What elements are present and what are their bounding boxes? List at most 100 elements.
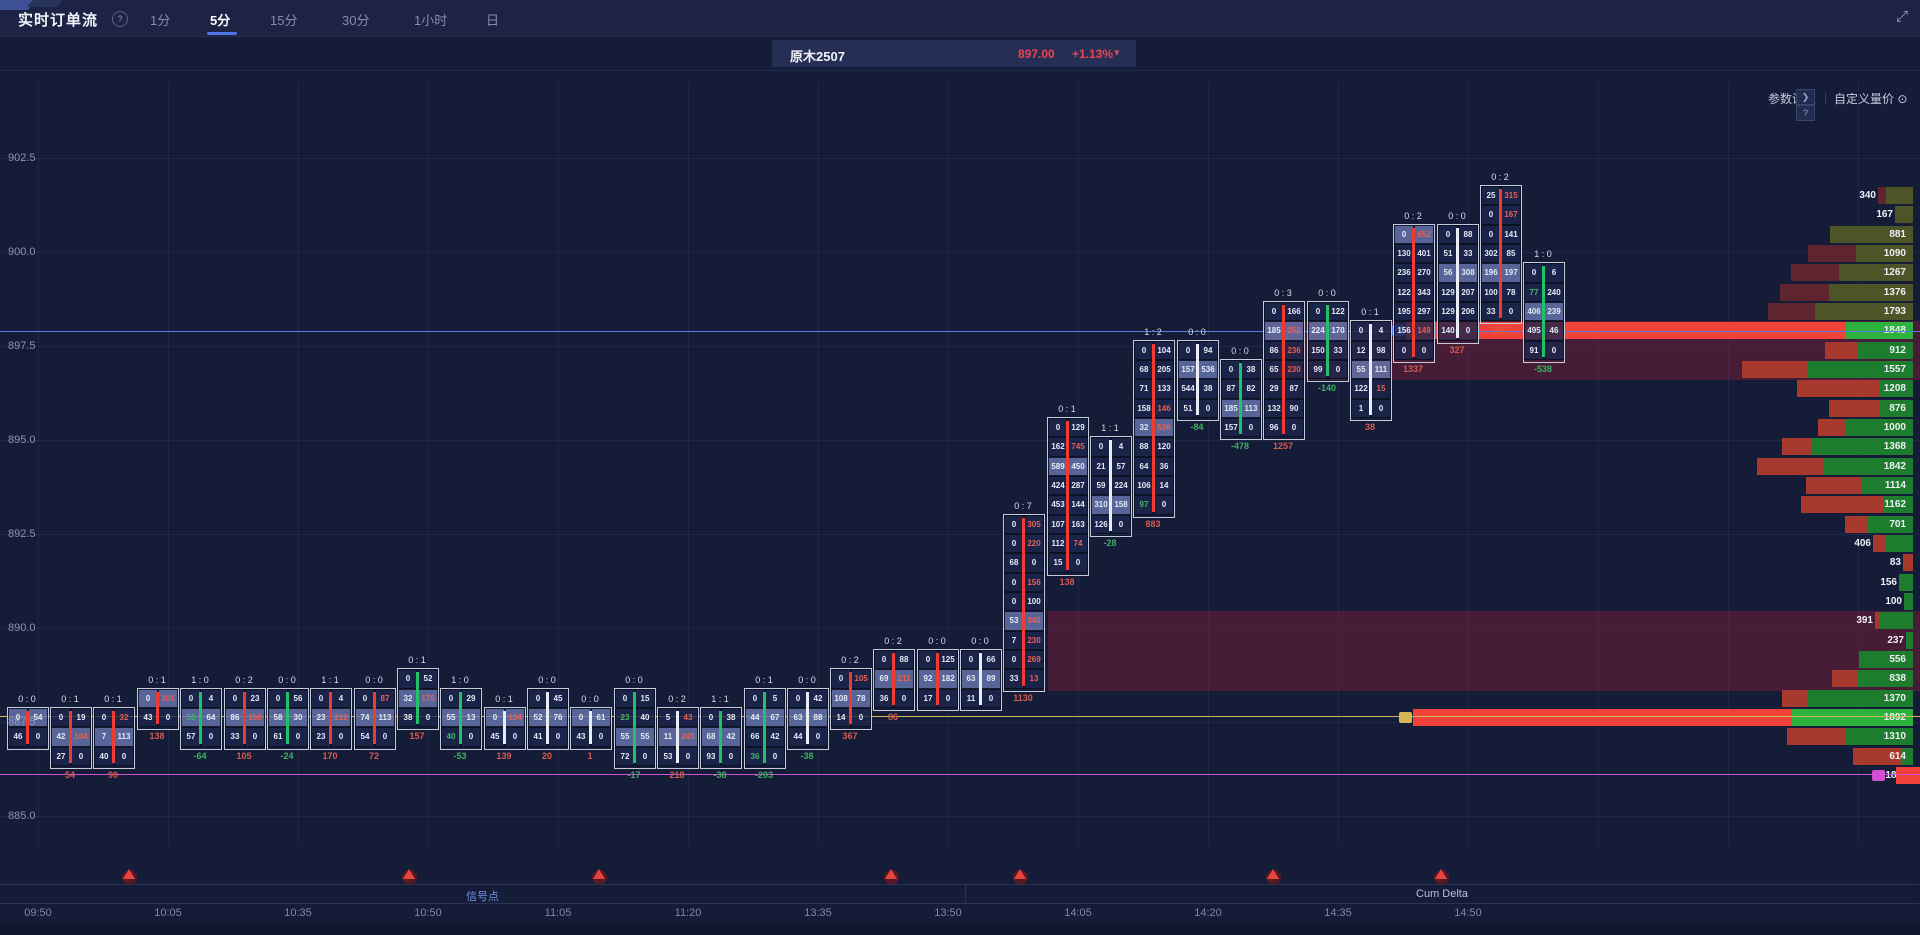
tab-30分[interactable]: 30分 [342, 13, 370, 28]
collapse-panel-button[interactable]: ❯ [1796, 89, 1815, 105]
panel-label-signals[interactable]: 信号点 [466, 891, 499, 903]
horizontal-gridline [0, 816, 1920, 817]
bid-cell: 33 [1481, 301, 1501, 322]
vertical-gridline [1208, 82, 1209, 845]
bid-cell: 0 [1264, 301, 1284, 322]
ask-cell: 0 [1024, 553, 1044, 573]
bid-cell: 27 [51, 746, 71, 766]
ask-cell: 133 [1154, 379, 1174, 399]
ask-cell: 90 [1284, 398, 1304, 418]
volume-profile-row: 614 [0, 748, 1920, 765]
volume-profile-row: 1267 [0, 264, 1920, 281]
ask-cell: 0 [635, 746, 655, 766]
volume-value: 1848 [1856, 325, 1906, 336]
candle-wick [416, 672, 419, 725]
ask-cell: 23 [245, 688, 265, 708]
signal-marker[interactable] [400, 867, 420, 887]
bid-cell: 33 [1004, 669, 1024, 689]
delta-label: 1130 [1013, 692, 1033, 703]
ask-cell: 67 [765, 707, 785, 728]
tab-日[interactable]: 日 [486, 13, 500, 28]
footprint-candle: 0 15 23 40 55 55 72 0 [614, 687, 656, 769]
buy-volume-bar [1829, 284, 1913, 301]
bid-cell: 96 [1264, 417, 1284, 438]
bid-ask-ratio-label: 0 : 0 [798, 674, 816, 685]
price-row: 63 88 [788, 707, 828, 728]
tab-5分[interactable]: 5分 [210, 13, 231, 28]
volume-value: 1557 [1883, 364, 1906, 375]
bid-ask-ratio-label: 1 : 2 [1144, 326, 1162, 337]
ask-cell: 0 [1284, 417, 1304, 438]
bid-ask-ratio-label: 0 : 1 [104, 693, 122, 704]
ask-cell: 14 [1154, 475, 1174, 496]
buy-volume-bar [1858, 670, 1913, 687]
delta-label: 327 [1449, 344, 1465, 355]
help-icon[interactable]: ? [112, 11, 128, 27]
signal-marker[interactable] [1432, 867, 1452, 887]
expand-icon[interactable]: ⤢ [1895, 8, 1908, 25]
candle-wick [1282, 304, 1285, 435]
signal-marker[interactable] [882, 867, 902, 887]
signal-marker[interactable] [1264, 867, 1284, 887]
footprint-candle: 0 4 21 57 59 224 310 158 126 0 [1090, 436, 1132, 537]
custom-volume-price-button[interactable]: 自定义量价 ⊙ [1834, 92, 1908, 106]
bottom-scroll-bar[interactable] [0, 925, 1920, 935]
signal-marker[interactable] [1011, 867, 1031, 887]
price-row: 17 0 [918, 688, 958, 708]
delta-label: -38 [800, 750, 814, 761]
bid-cell: 0 [51, 707, 71, 728]
price-row: 0 32 [94, 707, 134, 728]
panel-label-cum-delta[interactable]: Cum Delta [1416, 888, 1468, 900]
ask-cell: 0 [765, 746, 785, 766]
signal-marker[interactable] [590, 867, 610, 887]
sell-volume-bar [1797, 380, 1879, 397]
bid-cell: 52 [528, 707, 548, 728]
time-tick-label: 10:05 [154, 907, 182, 919]
footprint-candle: 0 166 185 252 86 236 65 230 29 87 132 90 96 0 [1263, 300, 1305, 441]
bid-cell: 71 [1134, 379, 1154, 399]
price-row: 87 82 [1221, 379, 1261, 399]
delta-label: 138 [1059, 576, 1075, 587]
ask-cell: 6 [1544, 263, 1564, 283]
ask-cell: 340 [1024, 611, 1044, 631]
volume-value: 406 [1854, 538, 1871, 549]
bid-ask-ratio-label: 0 : 2 [841, 655, 859, 666]
bid-cell: 0 [874, 649, 894, 670]
delta-label: -203 [754, 769, 774, 780]
price-row: 122 15 [1351, 379, 1391, 399]
time-tick-label: 14:20 [1194, 907, 1222, 919]
ask-cell: 5 [765, 688, 785, 708]
tab-15分[interactable]: 15分 [270, 13, 298, 28]
symbol-selector[interactable]: 原木2507 897.00 +1.13% ▾ [772, 40, 1136, 67]
bid-cell: 7 [94, 727, 114, 747]
volume-value: 1370 [1883, 693, 1906, 704]
price-row: 0 105 [831, 669, 871, 689]
footprint-candle: 0 652 130 401 236 270 122 343 195 297 156 149 0 0 [1393, 223, 1435, 363]
bid-cell: 130 [1394, 243, 1414, 264]
bid-cell: 0 [1308, 301, 1328, 322]
buy-volume-bar [1858, 342, 1913, 359]
price-row: 27 0 [51, 746, 91, 766]
bid-ask-ratio-label: 0 : 2 [1491, 172, 1509, 182]
tab-1小时[interactable]: 1小时 [414, 13, 448, 28]
ask-cell: 401 [1414, 243, 1434, 264]
signal-marker[interactable] [120, 867, 140, 887]
price-row: 33 0 [225, 727, 265, 747]
bid-cell: 0 [398, 669, 418, 689]
symbol-change: +1.13% [1072, 47, 1114, 61]
ask-cell: 74 [1068, 533, 1088, 554]
profile-price-tag [1399, 712, 1412, 723]
ask-cell: 220 [1024, 533, 1044, 554]
ask-cell: 144 [1068, 495, 1088, 515]
bid-cell: 44 [745, 707, 765, 728]
tab-1分[interactable]: 1分 [150, 13, 171, 28]
ask-cell: 536 [1198, 359, 1218, 380]
bid-cell: 129 [1438, 301, 1458, 322]
delta-label: 157 [409, 731, 425, 742]
panel-help-button[interactable]: ? [1796, 105, 1815, 121]
price-row: 33 13 [1004, 669, 1044, 689]
bid-cell: 53 [658, 746, 678, 766]
bid-ask-ratio-label: 0 : 0 [581, 693, 599, 704]
